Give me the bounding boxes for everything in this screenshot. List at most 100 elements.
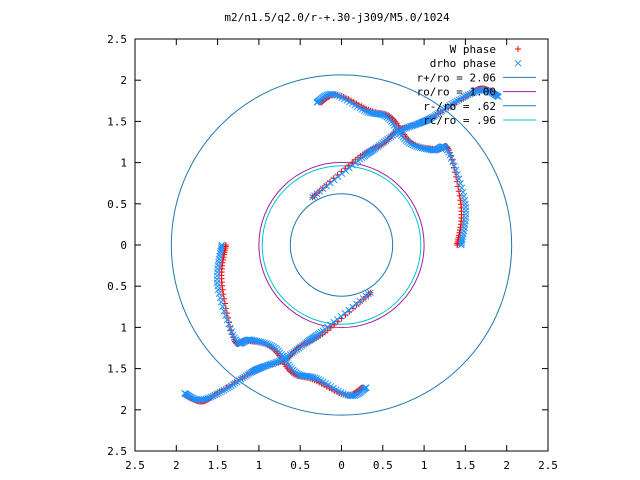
drho-phase-point — [222, 312, 229, 319]
drho-phase-point — [217, 298, 225, 306]
drho-phase-point — [458, 235, 466, 243]
drho-phase-point — [330, 176, 338, 184]
drho-phase-point — [452, 166, 460, 174]
x-tick-label: 1 — [256, 459, 263, 472]
drho-phase-point — [460, 192, 468, 200]
drho-phase-point — [462, 92, 470, 100]
drho-phase-point — [333, 315, 341, 323]
drho-phase-point — [207, 393, 215, 401]
chart-title: m2/n1.5/q2.0/r-+.30-j309/M5.0/1024 — [224, 11, 450, 24]
drho-phase-point — [333, 92, 341, 99]
drho-phase-point — [367, 289, 374, 297]
drho-phase-point — [338, 170, 346, 178]
y-tick-label: 1 — [120, 321, 127, 334]
drho-phase-point — [461, 196, 469, 204]
drho-phase-point — [215, 290, 223, 298]
legend-label: r+/ro = 2.06 — [417, 71, 496, 84]
drho-phase-point — [416, 144, 424, 152]
legend-label: W phase — [450, 43, 496, 56]
drho-phase-point — [451, 98, 459, 106]
drho-phase-point — [264, 340, 272, 348]
w-phase-point — [220, 291, 227, 298]
drho-phase-point — [326, 179, 334, 187]
drho-phase-point — [217, 388, 224, 396]
w-phase-point — [449, 160, 456, 167]
w-phase-point — [219, 286, 226, 293]
drho-phase-point — [330, 318, 338, 326]
drho-phase-point — [349, 303, 357, 311]
drho-phase-point — [454, 171, 461, 178]
drho-phase-point — [457, 95, 465, 103]
drho-phase-point — [340, 390, 347, 397]
drho-phase-point — [466, 90, 474, 98]
legend-label: drho phase — [430, 57, 496, 70]
x-tick-label: 2 — [503, 459, 510, 472]
w-phase-point — [515, 46, 521, 52]
circle-series — [289, 193, 394, 297]
drho-phase-point — [345, 306, 353, 314]
drho-phase-point — [459, 94, 466, 102]
drho-phase-point — [468, 89, 476, 97]
drho-phase-point — [409, 141, 417, 149]
drho-phase-point — [342, 391, 350, 398]
drho-phase-point — [459, 188, 467, 196]
drho-phase-point — [458, 184, 466, 192]
drho-phase-point — [313, 99, 321, 106]
drho-phase-point — [362, 108, 370, 115]
drho-phase-point — [461, 93, 468, 101]
x-tick-label: 2.5 — [538, 459, 558, 472]
drho-phase-point — [337, 312, 345, 320]
drho-phase-point — [455, 96, 463, 104]
drho-phase-point — [415, 143, 422, 151]
drho-phase-point — [464, 91, 472, 99]
drho-phase-point — [366, 109, 374, 117]
x-tick-label: 0 — [338, 459, 345, 472]
drho-phase-point — [362, 384, 370, 391]
drho-phase-point — [261, 339, 268, 347]
drho-phase-point — [514, 59, 522, 67]
w-phase-point — [453, 173, 460, 180]
axes — [134, 38, 549, 452]
drho-phase-point — [217, 247, 225, 255]
tick-labels: 2.5 2 1.5 1 0.5 0 0.5 1 1.5 2 2.52.521.510.500.511… — [107, 33, 558, 472]
drho-phase-point — [213, 390, 221, 398]
w-phase-point — [457, 197, 464, 204]
x-tick-label: 1.5 — [455, 459, 475, 472]
drho-phase-point — [411, 142, 419, 150]
drho-phase-point — [218, 387, 226, 395]
drho-phase-point — [399, 126, 406, 134]
circle-series — [258, 161, 425, 329]
drho-phase-point — [214, 286, 222, 294]
x-tick-label: 1.5 — [208, 459, 228, 472]
drho-phase-point — [266, 341, 274, 349]
drho-phase-point — [268, 342, 276, 350]
x-tick-label: 0.5 — [290, 459, 310, 472]
y-tick-label: 0 — [120, 239, 127, 252]
drho-phase-point — [224, 384, 232, 392]
phase-points — [181, 85, 502, 405]
drho-phase-point — [311, 374, 319, 382]
legend-label: r-/ro = .62 — [423, 100, 496, 113]
legend-label: ro/ro = 1.00 — [417, 86, 496, 99]
drho-phase-point — [313, 375, 321, 382]
drho-phase-point — [216, 294, 224, 302]
drho-phase-point — [263, 340, 270, 347]
circle-series — [170, 74, 513, 416]
drho-phase-point — [455, 175, 463, 183]
drho-phase-point — [342, 167, 350, 175]
drho-phase-point — [413, 143, 420, 150]
y-tick-label: 1.5 — [107, 115, 127, 128]
drho-phase-point — [470, 89, 478, 96]
drho-phase-point — [223, 316, 231, 324]
drho-phase-point — [472, 88, 479, 96]
drho-phase-point — [449, 158, 457, 166]
drho-phase-point — [453, 97, 461, 105]
drho-phase-point — [226, 324, 234, 332]
x-tick-label: 2 — [173, 459, 180, 472]
w-phase-point — [456, 192, 463, 199]
x-tick-label: 1 — [421, 459, 428, 472]
drho-phase-point — [257, 338, 265, 346]
y-tick-label: 1.5 — [107, 363, 127, 376]
drho-phase-point — [277, 356, 284, 364]
